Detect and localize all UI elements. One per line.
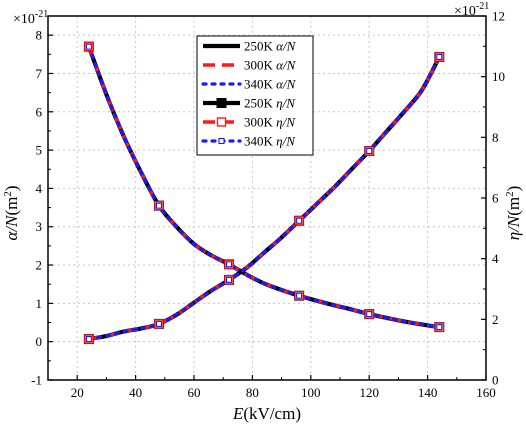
series-marker xyxy=(155,202,163,209)
y-right-tick-label: 0 xyxy=(492,373,499,388)
series-marker xyxy=(436,324,443,331)
y-left-axis-label: α/N(m2) xyxy=(2,185,21,240)
y-left-tick-label: 0 xyxy=(36,334,43,349)
legend-label: 340K α/N xyxy=(244,77,297,92)
x-tick-label: 80 xyxy=(246,385,259,400)
legend: 250K α/N 300K α/N 340K α/N 250K η/N 300K η/N… xyxy=(196,35,314,156)
series-layer xyxy=(83,41,445,345)
y-left-tick-label: 5 xyxy=(36,143,43,158)
legend-label: 340K η/N xyxy=(244,134,296,149)
series-marker xyxy=(85,335,92,343)
series-marker xyxy=(155,320,163,327)
series-marker xyxy=(436,53,443,61)
y-right-tick-label: 12 xyxy=(492,9,505,24)
y-left-tick-label: -1 xyxy=(31,373,42,388)
series-marker xyxy=(225,276,233,283)
series-marker xyxy=(216,117,227,127)
series-marker xyxy=(366,311,373,318)
series-marker xyxy=(85,43,92,50)
y-left-multiplier: ×10-21 xyxy=(13,9,48,27)
x-tick-label: 140 xyxy=(418,385,438,400)
y-right-tick-label: 8 xyxy=(492,130,499,145)
legend-label: 250K η/N xyxy=(244,96,296,111)
y-left-tick-label: 8 xyxy=(36,28,43,43)
series-marker xyxy=(216,98,227,108)
y-right-axis-label: η/N(m2) xyxy=(504,186,523,241)
y-left-tick-label: 7 xyxy=(36,66,43,81)
series-marker xyxy=(218,137,225,145)
x-tick-label: 40 xyxy=(129,385,142,400)
series-marker xyxy=(366,147,373,155)
x-tick-label: 120 xyxy=(359,385,379,400)
x-axis-label: E(kV/cm) xyxy=(232,404,301,423)
x-tick-label: 20 xyxy=(71,385,84,400)
legend-label: 300K η/N xyxy=(244,115,296,130)
series-line-5 xyxy=(87,55,441,341)
legend-box xyxy=(196,35,314,156)
series-marker xyxy=(296,217,303,224)
x-tick-label: 100 xyxy=(301,385,321,400)
legend-label: 300K α/N xyxy=(244,58,297,73)
y-left-tick-label: 6 xyxy=(36,104,43,119)
series-marker xyxy=(296,292,303,299)
y-right-tick-label: 2 xyxy=(492,312,499,327)
series-marker xyxy=(225,261,233,268)
y-right-tick-label: 4 xyxy=(492,251,499,266)
x-tick-label: 160 xyxy=(476,385,496,400)
legend-label: 250K α/N xyxy=(244,39,297,54)
y-left-tick-label: 3 xyxy=(36,219,43,234)
y-left-tick-label: 4 xyxy=(36,181,43,196)
y-left-tick-label: 1 xyxy=(36,296,43,311)
y-right-tick-label: 10 xyxy=(492,69,505,84)
y-right-tick-label: 6 xyxy=(492,191,499,206)
plot-frame xyxy=(47,15,487,381)
x-tick-label: 60 xyxy=(188,385,201,400)
series-line-2 xyxy=(87,45,441,329)
y-left-tick-label: 2 xyxy=(36,258,43,273)
